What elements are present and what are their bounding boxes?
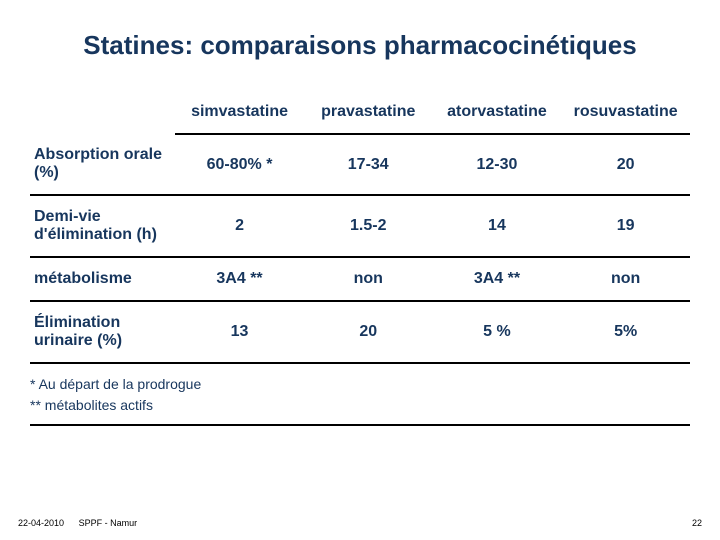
cell: 5% (561, 301, 690, 363)
cell: 17-34 (304, 134, 433, 195)
row-label: métabolisme (30, 257, 175, 301)
cell: 60-80% * (175, 134, 304, 195)
row-label: Élimination urinaire (%) (30, 301, 175, 363)
footer-page: 22 (692, 518, 702, 528)
cell: 12-30 (433, 134, 562, 195)
cell: 5 % (433, 301, 562, 363)
cell: 3A4 ** (175, 257, 304, 301)
footer-date: 22-04-2010 (18, 518, 64, 528)
comparison-table: simvastatine pravastatine atorvastatine … (30, 91, 690, 364)
col-pravastatine: pravastatine (304, 91, 433, 134)
cell: 20 (561, 134, 690, 195)
cell: 1.5-2 (304, 195, 433, 257)
col-atorvastatine: atorvastatine (433, 91, 562, 134)
footnotes: * Au départ de la prodrogue ** métabolit… (30, 374, 690, 426)
cell: 14 (433, 195, 562, 257)
slide: Statines: comparaisons pharmacocinétique… (0, 0, 720, 540)
cell: 20 (304, 301, 433, 363)
header-empty (30, 91, 175, 134)
footer-source: SPPF - Namur (79, 518, 138, 528)
table-header-row: simvastatine pravastatine atorvastatine … (30, 91, 690, 134)
cell: 3A4 ** (433, 257, 562, 301)
footer: 22-04-2010 SPPF - Namur 22 (0, 518, 720, 528)
col-rosuvastatine: rosuvastatine (561, 91, 690, 134)
page-title: Statines: comparaisons pharmacocinétique… (30, 30, 690, 61)
cell: non (304, 257, 433, 301)
cell: non (561, 257, 690, 301)
table-row: Demi-vie d'élimination (h) 2 1.5-2 14 19 (30, 195, 690, 257)
footnote-1: * Au départ de la prodrogue (30, 374, 690, 395)
row-label: Absorption orale (%) (30, 134, 175, 195)
cell: 13 (175, 301, 304, 363)
row-label: Demi-vie d'élimination (h) (30, 195, 175, 257)
cell: 2 (175, 195, 304, 257)
table-row: Élimination urinaire (%) 13 20 5 % 5% (30, 301, 690, 363)
table-row: métabolisme 3A4 ** non 3A4 ** non (30, 257, 690, 301)
footer-left: 22-04-2010 SPPF - Namur (18, 518, 149, 528)
col-simvastatine: simvastatine (175, 91, 304, 134)
cell: 19 (561, 195, 690, 257)
footnote-2: ** métabolites actifs (30, 395, 690, 416)
table-row: Absorption orale (%) 60-80% * 17-34 12-3… (30, 134, 690, 195)
